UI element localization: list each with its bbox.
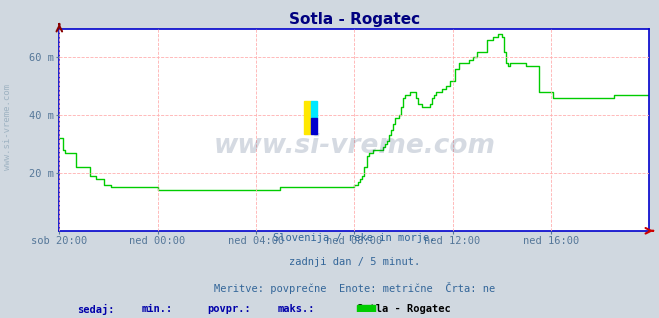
Text: sedaj:: sedaj: [77,304,115,315]
Text: zadnji dan / 5 minut.: zadnji dan / 5 minut. [289,258,420,267]
Bar [304,101,311,134]
Bar [357,305,375,318]
Text: www.si-vreme.com: www.si-vreme.com [214,133,495,159]
Text: Meritve: povprečne  Enote: metrične  Črta: ne: Meritve: povprečne Enote: metrične Črta:… [214,282,495,294]
Text: Sotla - Rogatec: Sotla - Rogatec [357,304,451,314]
Text: Slovenija / reke in morje.: Slovenija / reke in morje. [273,233,436,243]
Bar [311,101,317,118]
Text: www.si-vreme.com: www.si-vreme.com [3,84,13,170]
Text: maks.:: maks.: [277,304,315,314]
Title: Sotla - Rogatec: Sotla - Rogatec [289,12,420,27]
Text: min.:: min.: [142,304,173,314]
Text: povpr.:: povpr.: [207,304,250,314]
Bar [311,118,317,134]
